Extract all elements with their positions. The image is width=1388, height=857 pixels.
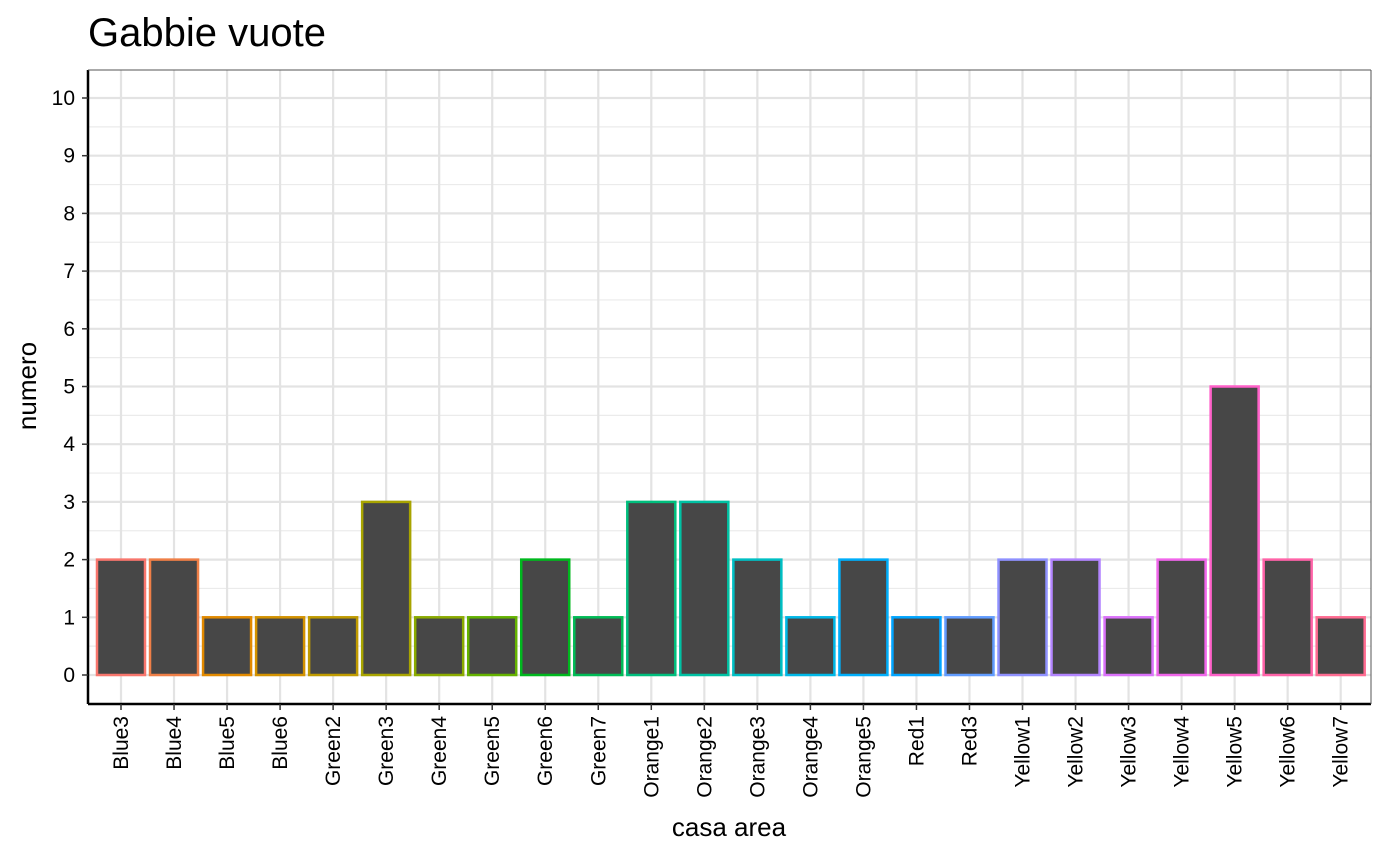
bar-Blue3 xyxy=(95,558,147,677)
x-tick-label: Green3 xyxy=(375,716,398,786)
bar-Yellow1 xyxy=(997,558,1048,677)
y-tick-label: 10 xyxy=(52,87,75,110)
bar-Blue6 xyxy=(254,616,306,677)
x-tick-label: Yellow3 xyxy=(1118,716,1141,788)
bar-Green3 xyxy=(360,500,412,677)
bars xyxy=(95,385,1366,677)
x-tick-label: Yellow7 xyxy=(1330,716,1353,788)
y-tick-label: 1 xyxy=(63,606,75,629)
x-tick-label: Green4 xyxy=(428,716,451,786)
x-tick-label: Orange1 xyxy=(640,716,663,798)
bar-Yellow5 xyxy=(1209,385,1260,677)
y-tick-label: 9 xyxy=(63,145,75,168)
y-tick-label: 8 xyxy=(63,202,75,225)
x-tick-label: Orange3 xyxy=(746,716,769,798)
x-tick-label: Red1 xyxy=(905,716,928,766)
bar-Orange3 xyxy=(732,558,783,677)
bar-Red3 xyxy=(944,616,995,677)
bar-Yellow7 xyxy=(1315,616,1366,677)
x-tick-label: Green5 xyxy=(481,716,504,786)
x-tick-label: Orange4 xyxy=(799,716,822,798)
x-tick-label: Blue6 xyxy=(269,716,292,770)
x-tick-label: Green6 xyxy=(534,716,557,786)
bar-Orange4 xyxy=(785,616,836,677)
bar-Yellow6 xyxy=(1262,558,1313,677)
bar-Orange1 xyxy=(626,500,677,677)
x-axis-title: casa area xyxy=(672,812,787,842)
bar-Orange5 xyxy=(838,558,889,677)
bar-Blue4 xyxy=(148,558,200,677)
x-tick-label: Blue5 xyxy=(216,716,239,770)
x-tick-label: Yellow4 xyxy=(1171,716,1194,788)
bar-Orange2 xyxy=(679,500,730,677)
bar-Yellow2 xyxy=(1050,558,1101,677)
bar-Green5 xyxy=(466,616,518,677)
y-tick-label: 3 xyxy=(63,491,75,514)
y-axis-title: numero xyxy=(12,342,42,430)
bar-Green2 xyxy=(307,616,359,677)
x-tick-label: Yellow1 xyxy=(1012,716,1035,788)
y-tick-label: 7 xyxy=(63,260,75,283)
bar-Red1 xyxy=(891,616,942,677)
x-tick-label: Orange5 xyxy=(852,716,875,798)
y-ticks: 0 1 2 3 4 5 6 7 8 9 10 xyxy=(52,87,88,687)
y-tick-label: 2 xyxy=(63,549,75,572)
bar-Yellow4 xyxy=(1156,558,1207,677)
bar-Yellow3 xyxy=(1103,616,1154,677)
bar-Green7 xyxy=(573,616,624,677)
y-tick-label: 0 xyxy=(63,664,75,687)
y-tick-label: 4 xyxy=(63,433,75,456)
x-tick-label: Green7 xyxy=(587,716,610,786)
x-tick-label: Yellow6 xyxy=(1277,716,1300,788)
bar-Green4 xyxy=(413,616,465,677)
y-tick-label: 5 xyxy=(63,376,75,399)
bar-Blue5 xyxy=(201,616,253,677)
x-tick-label: Blue3 xyxy=(110,716,133,770)
x-ticks: Blue3 Blue4 Blue5 Blue6 Green2 Green3 Green4 Gr… xyxy=(110,704,1353,798)
x-tick-label: Blue4 xyxy=(163,716,186,770)
x-tick-label: Yellow2 xyxy=(1065,716,1088,788)
x-tick-label: Yellow5 xyxy=(1224,716,1247,788)
x-tick-label: Red3 xyxy=(958,716,981,766)
x-tick-label: Green2 xyxy=(322,716,345,786)
chart-title: Gabbie vuote xyxy=(88,11,326,55)
x-tick-label: Orange2 xyxy=(693,716,716,798)
bar-Green6 xyxy=(519,558,571,677)
y-tick-label: 6 xyxy=(63,318,75,341)
